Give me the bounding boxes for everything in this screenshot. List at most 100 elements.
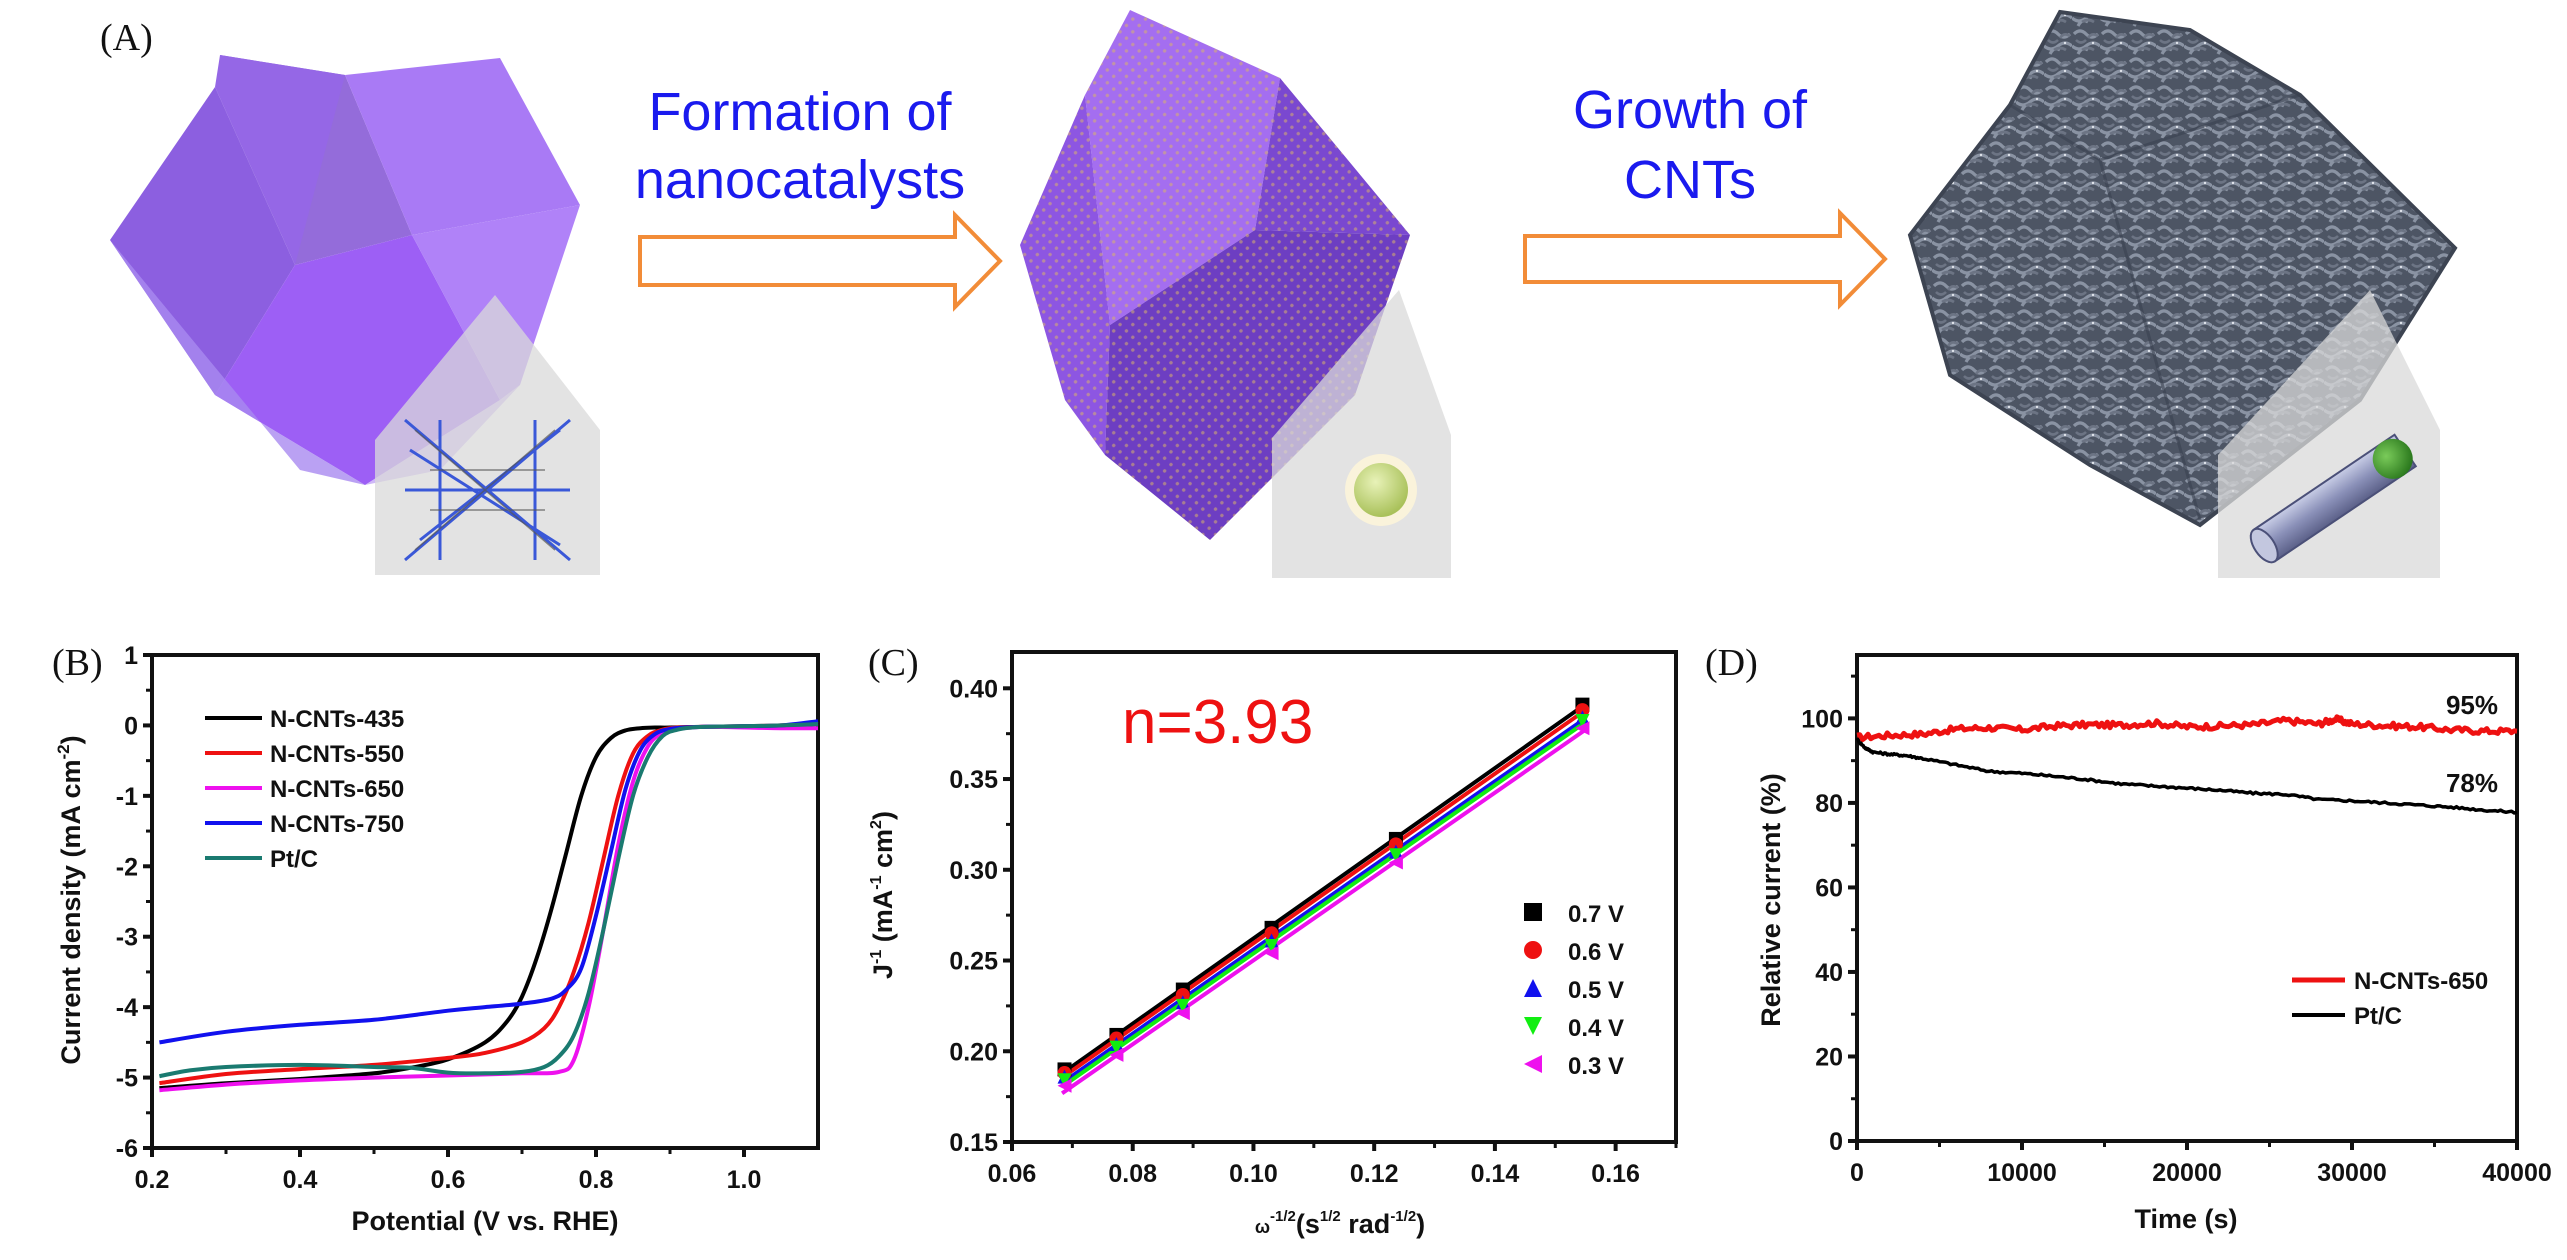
step-1-line-2: nanocatalysts [635, 150, 965, 210]
series-line-pt-c [1855, 737, 2518, 815]
legend-label: Pt/C [270, 846, 318, 873]
data-point [1264, 926, 1279, 941]
right-arrow-icon [1523, 208, 1888, 310]
legend-marker [1524, 1017, 1542, 1035]
x-title-omega: ω [1255, 1217, 1270, 1237]
data-point [1175, 1006, 1190, 1021]
y-axis-title: Current density (mA cm-2) [54, 735, 86, 1064]
step-arrow-2: Growth of CNTs [1523, 80, 1888, 310]
y-tick-label: -6 [116, 1135, 138, 1163]
legend-label: 0.4 V [1568, 1015, 1624, 1042]
x-tick-label: 20000 [2152, 1159, 2222, 1187]
legend-label: N-CNTs-550 [270, 741, 404, 768]
y-title-sup: 2 [868, 820, 885, 829]
series-line-n-cnts-750 [159, 719, 819, 1045]
legend-label: Pt/C [2354, 1003, 2402, 1030]
y-axis-title: J-1 (mA-1 cm2) [868, 811, 898, 979]
y-tick-label: -4 [116, 994, 138, 1022]
y-axis-title-end: ) [56, 735, 86, 744]
y-axis-title-main: Current density (mA cm [56, 760, 86, 1065]
step-1-line-1: Formation of [648, 82, 952, 142]
data-point [1388, 848, 1403, 863]
x-tick-label: 0.12 [1350, 1160, 1399, 1188]
legend-label: 0.5 V [1568, 977, 1624, 1004]
legend-label: 0.3 V [1568, 1053, 1624, 1080]
y-axis-title-sup: -2 [54, 744, 73, 759]
data-point [1264, 946, 1279, 961]
y-title-part: ) [868, 811, 898, 820]
electron-transfer-number: n=3.93 [1122, 688, 1313, 757]
y-tick-label: 0.35 [949, 766, 998, 794]
legend-marker [1524, 941, 1542, 959]
x-title-sup: 1/2 [1320, 1208, 1341, 1225]
x-title-sup: -1/2 [1270, 1208, 1296, 1225]
y-tick-label: -1 [116, 783, 138, 811]
nanoparticle-icon [1354, 463, 1408, 517]
step-2-line-1: Growth of [1573, 80, 1808, 140]
legend-label: N-CNTs-435 [270, 706, 404, 733]
x-title-part: (s [1296, 1209, 1320, 1239]
x-title-part: ) [1416, 1209, 1425, 1239]
y-tick-label: 0.40 [949, 675, 998, 703]
data-point [1109, 1047, 1124, 1062]
nanotube-inset [2218, 290, 2440, 578]
data-point [1575, 721, 1590, 736]
x-tick-label: 0.6 [431, 1166, 466, 1194]
y-tick-label: 1 [124, 642, 138, 670]
y-tick-label: 100 [1801, 705, 1843, 733]
series-line-pt-c [158, 722, 819, 1079]
x-tick-label: 0 [1850, 1159, 1864, 1187]
legend-label: N-CNTs-750 [270, 811, 404, 838]
y-title-sup: -1 [868, 875, 885, 889]
x-tick-label: 0.4 [283, 1166, 318, 1194]
y-title-sup: -1 [868, 950, 885, 964]
x-title-part: rad [1341, 1209, 1391, 1239]
y-tick-label: 0.15 [949, 1129, 998, 1157]
fit-line-05 [1060, 716, 1587, 1085]
x-axis-title: ω-1/2(s1/2 rad-1/2) [1255, 1208, 1425, 1239]
y-tick-label: -5 [116, 1065, 138, 1093]
y-tick-label: 0 [124, 712, 138, 740]
y-tick-label: 0.30 [949, 857, 998, 885]
y-title-part: J [868, 964, 898, 979]
right-arrow-icon [638, 210, 1003, 312]
data-point [1057, 1078, 1072, 1093]
x-axis-title: Time (s) [2134, 1204, 2237, 1234]
y-tick-label: 0.20 [949, 1038, 998, 1066]
data-point [1575, 713, 1590, 728]
y-tick-label: 60 [1815, 874, 1843, 902]
panel-b: (B) 0.2 0.4 0.6 0.8 1.0 1 0 -1 -2 -3 -4 -5 -6 N-CNTs-… [52, 642, 820, 1236]
data-point [1264, 939, 1279, 953]
panel-label-c: (C) [868, 642, 919, 684]
y-tick-label: -2 [116, 853, 138, 881]
legend-label: N-CNTs-650 [2354, 968, 2488, 995]
panel-label-a: (A) [100, 17, 153, 59]
legend-marker [1524, 979, 1542, 997]
chart-d: 0 10000 20000 30000 40000 0 20 40 60 80 100 N-CNTs-… [1756, 653, 2552, 1234]
nanoparticle-inset [1272, 290, 1451, 578]
x-tick-label: 0.08 [1108, 1160, 1157, 1188]
series-line-n-cnts-650 [159, 724, 819, 1093]
framework-inset [375, 295, 600, 575]
legend-marker [1524, 1055, 1542, 1073]
x-tick-label: 0.2 [135, 1166, 170, 1194]
x-tick-label: 10000 [1987, 1159, 2057, 1187]
step-arrow-1: Formation of nanocatalysts [635, 82, 1003, 312]
retention-label-n-cnts: 95% [2446, 690, 2498, 720]
panel-d: (D) 0 10000 20000 30000 40000 0 20 40 60 80 100 N-C… [1705, 642, 2552, 1234]
data-point [1575, 703, 1590, 718]
chart-c: 0.06 0.08 0.10 0.12 0.14 0.16 0.15 0.20 0.25 0.30… [868, 650, 1678, 1239]
x-tick-label: 1.0 [727, 1166, 762, 1194]
x-tick-label: 30000 [2317, 1159, 2387, 1187]
step-2-line-2: CNTs [1624, 150, 1756, 210]
y-tick-label: 20 [1815, 1043, 1843, 1071]
data-point [1175, 988, 1190, 1002]
x-tick-label: 0.06 [988, 1160, 1037, 1188]
plot-frame [1010, 650, 1678, 1144]
series-line-n-cnts-650 [1856, 714, 2518, 743]
fit-line-04 [1060, 720, 1587, 1089]
fit-line-03 [1060, 728, 1587, 1095]
data-point [1388, 855, 1403, 870]
panel-label-b: (B) [52, 642, 103, 684]
